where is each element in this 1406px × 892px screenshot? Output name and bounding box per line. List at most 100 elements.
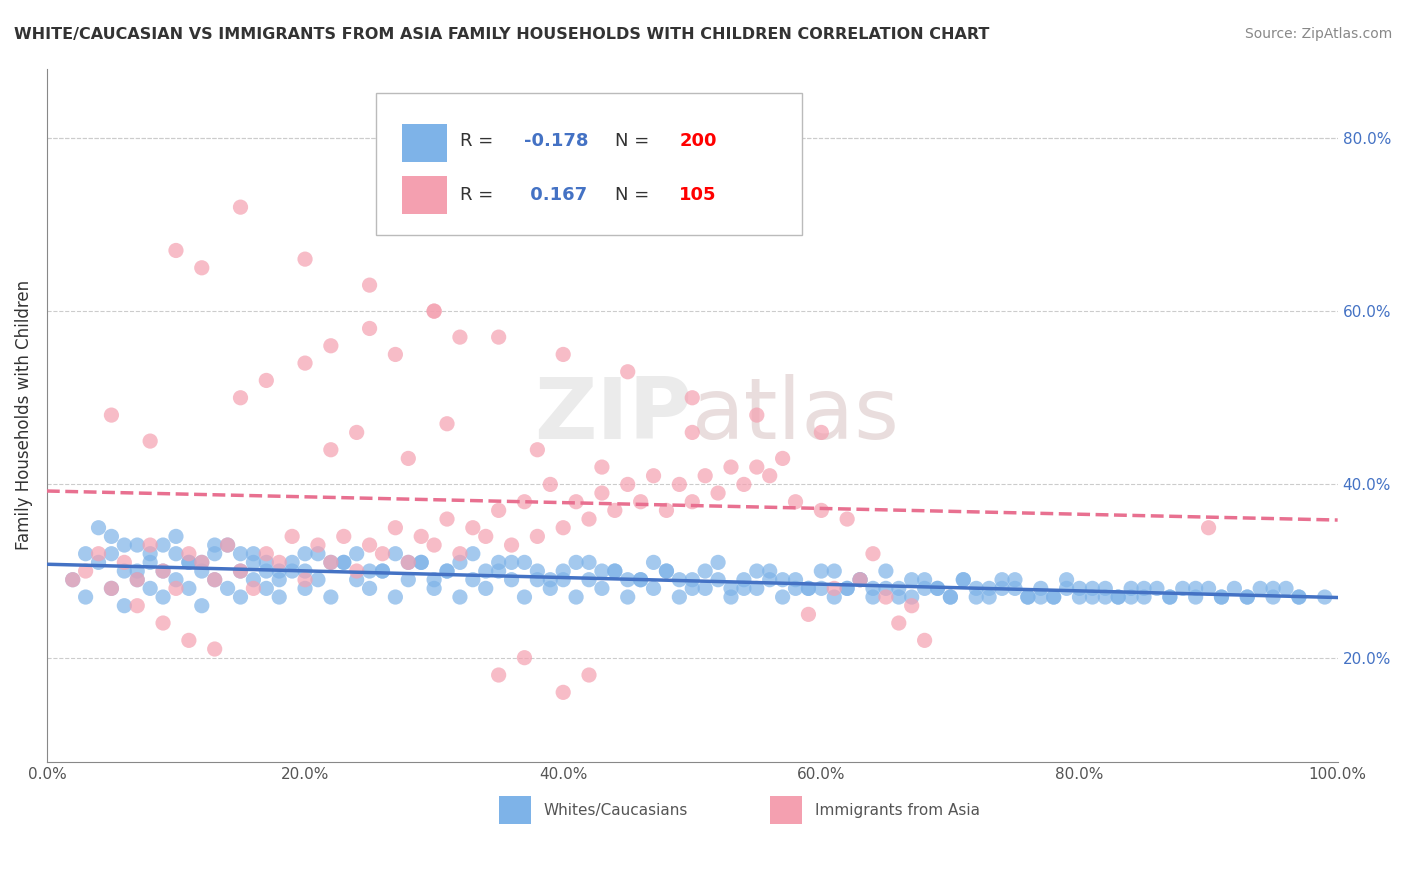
Immigrants from Asia — [914, 633, 936, 648]
Whites/Caucasians — [75, 590, 97, 604]
Whites/Caucasians — [152, 564, 174, 578]
Whites/Caucasians — [1171, 582, 1194, 596]
Whites/Caucasians — [900, 573, 922, 587]
Immigrants from Asia — [862, 547, 884, 561]
Text: ZIP: ZIP — [534, 374, 692, 457]
Whites/Caucasians — [254, 555, 277, 569]
Immigrants from Asia — [565, 494, 588, 508]
Immigrants from Asia — [165, 244, 187, 258]
Whites/Caucasians — [488, 555, 510, 569]
Immigrants from Asia — [229, 200, 252, 214]
Whites/Caucasians — [100, 582, 122, 596]
Whites/Caucasians — [526, 564, 548, 578]
Immigrants from Asia — [191, 555, 214, 569]
Whites/Caucasians — [449, 555, 471, 569]
Whites/Caucasians — [1042, 590, 1064, 604]
FancyBboxPatch shape — [375, 93, 801, 235]
Whites/Caucasians — [371, 564, 394, 578]
Whites/Caucasians — [319, 555, 342, 569]
Immigrants from Asia — [785, 494, 807, 508]
Whites/Caucasians — [1056, 573, 1078, 587]
Text: R =: R = — [460, 132, 499, 150]
Whites/Caucasians — [785, 582, 807, 596]
Whites/Caucasians — [1042, 590, 1064, 604]
Whites/Caucasians — [643, 582, 665, 596]
Whites/Caucasians — [616, 590, 638, 604]
Whites/Caucasians — [553, 573, 575, 587]
Whites/Caucasians — [1249, 582, 1271, 596]
Whites/Caucasians — [269, 573, 291, 587]
Whites/Caucasians — [1313, 590, 1336, 604]
Whites/Caucasians — [538, 582, 561, 596]
Whites/Caucasians — [810, 564, 832, 578]
Whites/Caucasians — [307, 547, 329, 561]
Immigrants from Asia — [733, 477, 755, 491]
Whites/Caucasians — [630, 573, 652, 587]
Immigrants from Asia — [87, 547, 110, 561]
Whites/Caucasians — [152, 590, 174, 604]
Immigrants from Asia — [553, 685, 575, 699]
Immigrants from Asia — [887, 615, 910, 630]
Immigrants from Asia — [396, 555, 419, 569]
Whites/Caucasians — [630, 573, 652, 587]
Immigrants from Asia — [384, 521, 406, 535]
Immigrants from Asia — [411, 529, 433, 543]
Text: Source: ZipAtlas.com: Source: ZipAtlas.com — [1244, 27, 1392, 41]
Whites/Caucasians — [204, 538, 226, 552]
Whites/Caucasians — [127, 564, 149, 578]
Whites/Caucasians — [810, 582, 832, 596]
Immigrants from Asia — [229, 564, 252, 578]
Immigrants from Asia — [591, 460, 613, 475]
Whites/Caucasians — [837, 582, 859, 596]
Whites/Caucasians — [772, 590, 794, 604]
Whites/Caucasians — [501, 573, 523, 587]
Immigrants from Asia — [127, 573, 149, 587]
Whites/Caucasians — [875, 564, 897, 578]
Immigrants from Asia — [294, 252, 316, 267]
Immigrants from Asia — [681, 494, 703, 508]
Whites/Caucasians — [849, 573, 872, 587]
Whites/Caucasians — [1159, 590, 1181, 604]
Whites/Caucasians — [1133, 590, 1156, 604]
Immigrants from Asia — [332, 529, 354, 543]
Whites/Caucasians — [1184, 590, 1206, 604]
Whites/Caucasians — [307, 573, 329, 587]
Text: N =: N = — [614, 186, 655, 203]
Immigrants from Asia — [488, 330, 510, 344]
Whites/Caucasians — [979, 582, 1001, 596]
Whites/Caucasians — [720, 590, 742, 604]
Whites/Caucasians — [914, 582, 936, 596]
Text: Immigrants from Asia: Immigrants from Asia — [815, 803, 980, 818]
Whites/Caucasians — [100, 529, 122, 543]
Immigrants from Asia — [423, 304, 446, 318]
Whites/Caucasians — [1159, 590, 1181, 604]
Whites/Caucasians — [229, 547, 252, 561]
Whites/Caucasians — [501, 555, 523, 569]
Text: R =: R = — [460, 186, 499, 203]
Immigrants from Asia — [849, 573, 872, 587]
Whites/Caucasians — [513, 555, 536, 569]
Immigrants from Asia — [797, 607, 820, 622]
Whites/Caucasians — [294, 547, 316, 561]
Immigrants from Asia — [1198, 521, 1220, 535]
Whites/Caucasians — [1236, 590, 1258, 604]
Immigrants from Asia — [603, 503, 626, 517]
Whites/Caucasians — [112, 538, 135, 552]
Whites/Caucasians — [513, 590, 536, 604]
Whites/Caucasians — [952, 573, 974, 587]
Immigrants from Asia — [745, 408, 768, 422]
Whites/Caucasians — [862, 582, 884, 596]
Whites/Caucasians — [242, 547, 264, 561]
Immigrants from Asia — [436, 417, 458, 431]
Immigrants from Asia — [875, 590, 897, 604]
Whites/Caucasians — [411, 555, 433, 569]
Whites/Caucasians — [139, 555, 162, 569]
Whites/Caucasians — [1017, 590, 1039, 604]
Whites/Caucasians — [152, 538, 174, 552]
Whites/Caucasians — [939, 590, 962, 604]
Immigrants from Asia — [488, 668, 510, 682]
Whites/Caucasians — [359, 582, 381, 596]
Whites/Caucasians — [229, 590, 252, 604]
Whites/Caucasians — [914, 573, 936, 587]
Whites/Caucasians — [346, 547, 368, 561]
